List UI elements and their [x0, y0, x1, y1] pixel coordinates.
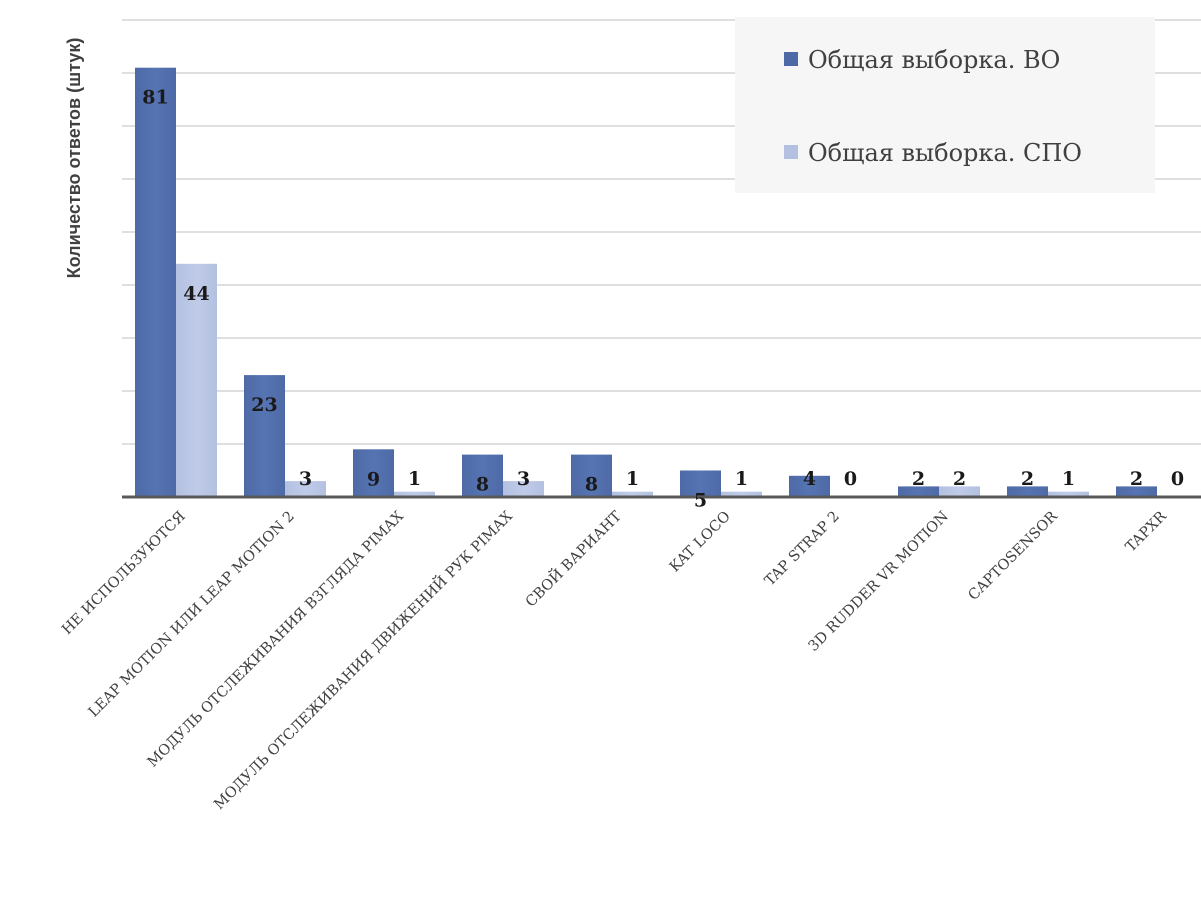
legend-box [735, 17, 1155, 193]
data-label: 4 [803, 468, 816, 490]
bar-vo [1116, 486, 1157, 497]
category-label: KAT LOCO [667, 508, 734, 575]
legend-label-vo: Общая выборка. ВО [808, 46, 1060, 74]
data-label: 9 [367, 468, 380, 490]
bar-vo [135, 67, 176, 497]
data-label: 8 [476, 474, 489, 496]
bar-spo [1048, 491, 1089, 497]
bar-vo [898, 486, 939, 497]
data-label: 3 [517, 468, 530, 490]
data-label: 3 [299, 468, 312, 490]
data-label: 1 [1062, 468, 1075, 490]
data-label: 0 [844, 468, 857, 490]
data-label: 2 [1130, 468, 1143, 490]
category-label: LEAP MOTION ИЛИ LEAP MOTION 2 [86, 509, 298, 721]
gridlines [122, 19, 1201, 445]
data-label: 1 [408, 468, 421, 490]
data-label: 1 [626, 468, 639, 490]
data-label: 23 [251, 394, 277, 416]
y-axis-label: Количество ответов (штук) [64, 38, 84, 279]
legend: Общая выборка. ВО Общая выборка. СПО [735, 17, 1155, 193]
category-label: СВОЙ ВАРИАНТ [521, 506, 625, 610]
bars [135, 67, 1157, 497]
legend-item-spo: Общая выборка. СПО [784, 139, 1082, 167]
bar-spo [394, 491, 435, 497]
data-label: 8 [585, 474, 598, 496]
category-label: НЕ ИСПОЛЬЗУЮТСЯ [59, 509, 189, 639]
bar-vo [244, 375, 285, 497]
data-label: 1 [735, 468, 748, 490]
bar-spo [721, 491, 762, 497]
bar-vo [789, 475, 830, 497]
data-label: 44 [183, 283, 209, 305]
bar-spo [503, 481, 544, 497]
category-label: CAPTOSENSOR [965, 508, 1061, 604]
category-label: МОДУЛЬ ОТСЛЕЖИВАНИЯ ВЗГЛЯДА PIMAX [145, 508, 408, 771]
legend-label-spo: Общая выборка. СПО [808, 139, 1082, 167]
data-label: 0 [1171, 468, 1184, 490]
legend-item-vo: Общая выборка. ВО [784, 46, 1060, 74]
data-labels: 81 23 9 8 8 5 4 2 2 2 44 3 1 3 1 1 0 2 1 0 [142, 87, 1184, 512]
bar-vo [1007, 486, 1048, 497]
bar-vo [462, 454, 503, 497]
legend-swatch-spo [784, 145, 798, 159]
data-label: 2 [953, 468, 966, 490]
bar-spo [285, 481, 326, 497]
data-label: 2 [1021, 468, 1034, 490]
data-label: 81 [142, 87, 168, 109]
bar-spo [939, 486, 980, 497]
bar-vo [680, 470, 721, 497]
bar-spo [176, 263, 217, 497]
bar-vo [571, 454, 612, 497]
legend-swatch-vo [784, 52, 798, 66]
category-label: TAP STRAP 2 [762, 509, 843, 590]
data-label: 5 [694, 490, 707, 512]
data-label: 2 [912, 468, 925, 490]
category-label: TAPXR [1123, 508, 1171, 556]
bar-spo [612, 491, 653, 497]
bar-vo [353, 449, 394, 497]
